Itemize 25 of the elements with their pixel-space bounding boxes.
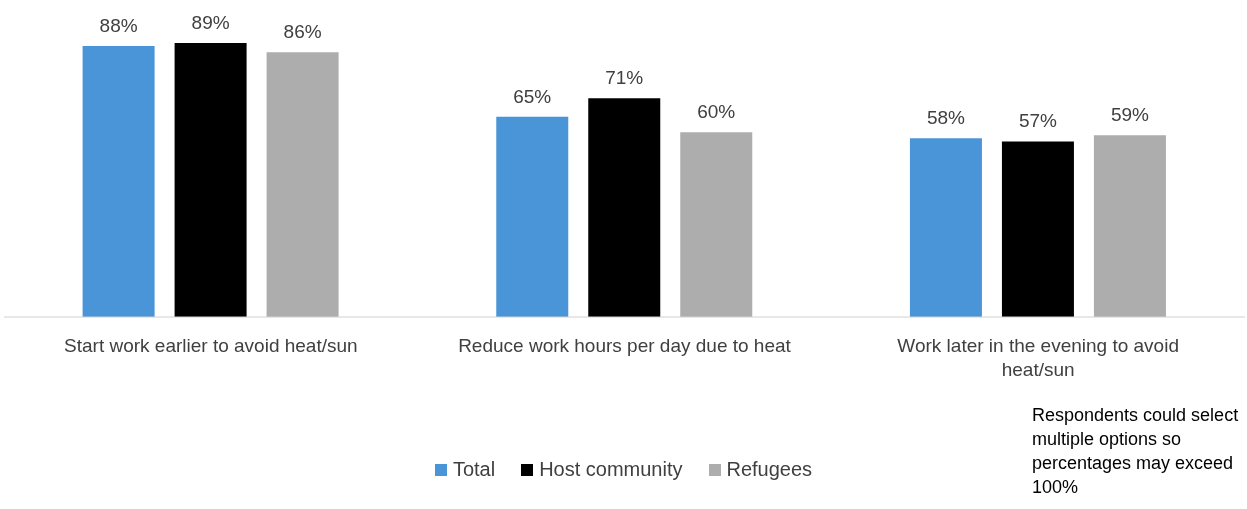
bar	[82, 45, 155, 317]
x-tick-label: Start work earlier to avoid heat/sun	[64, 335, 358, 356]
data-label: 86%	[283, 21, 322, 43]
data-label: 88%	[99, 14, 138, 36]
legend-label: Total	[452, 458, 496, 481]
data-label: 57%	[1018, 110, 1058, 132]
data-label: 60%	[697, 101, 736, 123]
data-label: 71%	[605, 67, 644, 89]
bar	[496, 116, 569, 317]
bar	[588, 98, 661, 317]
x-tick-label: Work later in the evening to avoid heat/sun	[897, 335, 1179, 380]
bar	[909, 138, 982, 317]
bar	[266, 52, 339, 317]
text: Respondents could select multiple options so percentages may exceed 100%	[1032, 404, 1240, 499]
data-label: 58%	[926, 107, 966, 129]
data-label: 65%	[513, 85, 552, 107]
bar	[1093, 135, 1166, 317]
legend-label: Refugees	[726, 458, 813, 481]
bar	[680, 132, 753, 317]
bar	[174, 42, 247, 317]
data-label: 89%	[191, 11, 230, 33]
x-tick-label: Reduce work hours per day due to heat	[458, 335, 792, 356]
bar	[1001, 141, 1074, 317]
legend-label: Host community	[539, 458, 683, 481]
data-label: 59%	[1110, 104, 1150, 126]
